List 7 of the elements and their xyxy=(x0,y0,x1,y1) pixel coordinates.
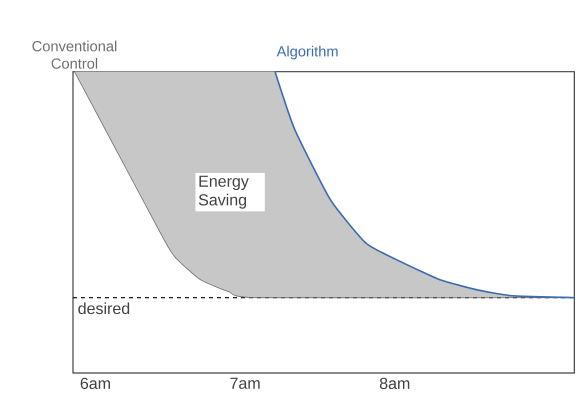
x-tick-label: 8am xyxy=(380,378,410,390)
x-tick-label: 7am xyxy=(230,378,260,389)
annotation: Energy Saving xyxy=(198,176,249,209)
series-label: Algorithm xyxy=(276,46,338,60)
series-label: Conventional Control xyxy=(32,40,116,69)
ref-line-label: desired xyxy=(78,302,130,314)
x-tick-label: 6am xyxy=(80,378,110,390)
